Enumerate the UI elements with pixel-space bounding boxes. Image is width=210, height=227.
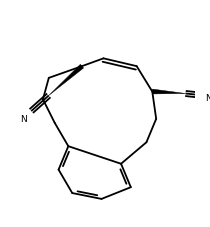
Polygon shape — [152, 90, 185, 94]
Polygon shape — [49, 65, 84, 96]
Text: N: N — [20, 115, 27, 124]
Text: N: N — [206, 94, 210, 102]
